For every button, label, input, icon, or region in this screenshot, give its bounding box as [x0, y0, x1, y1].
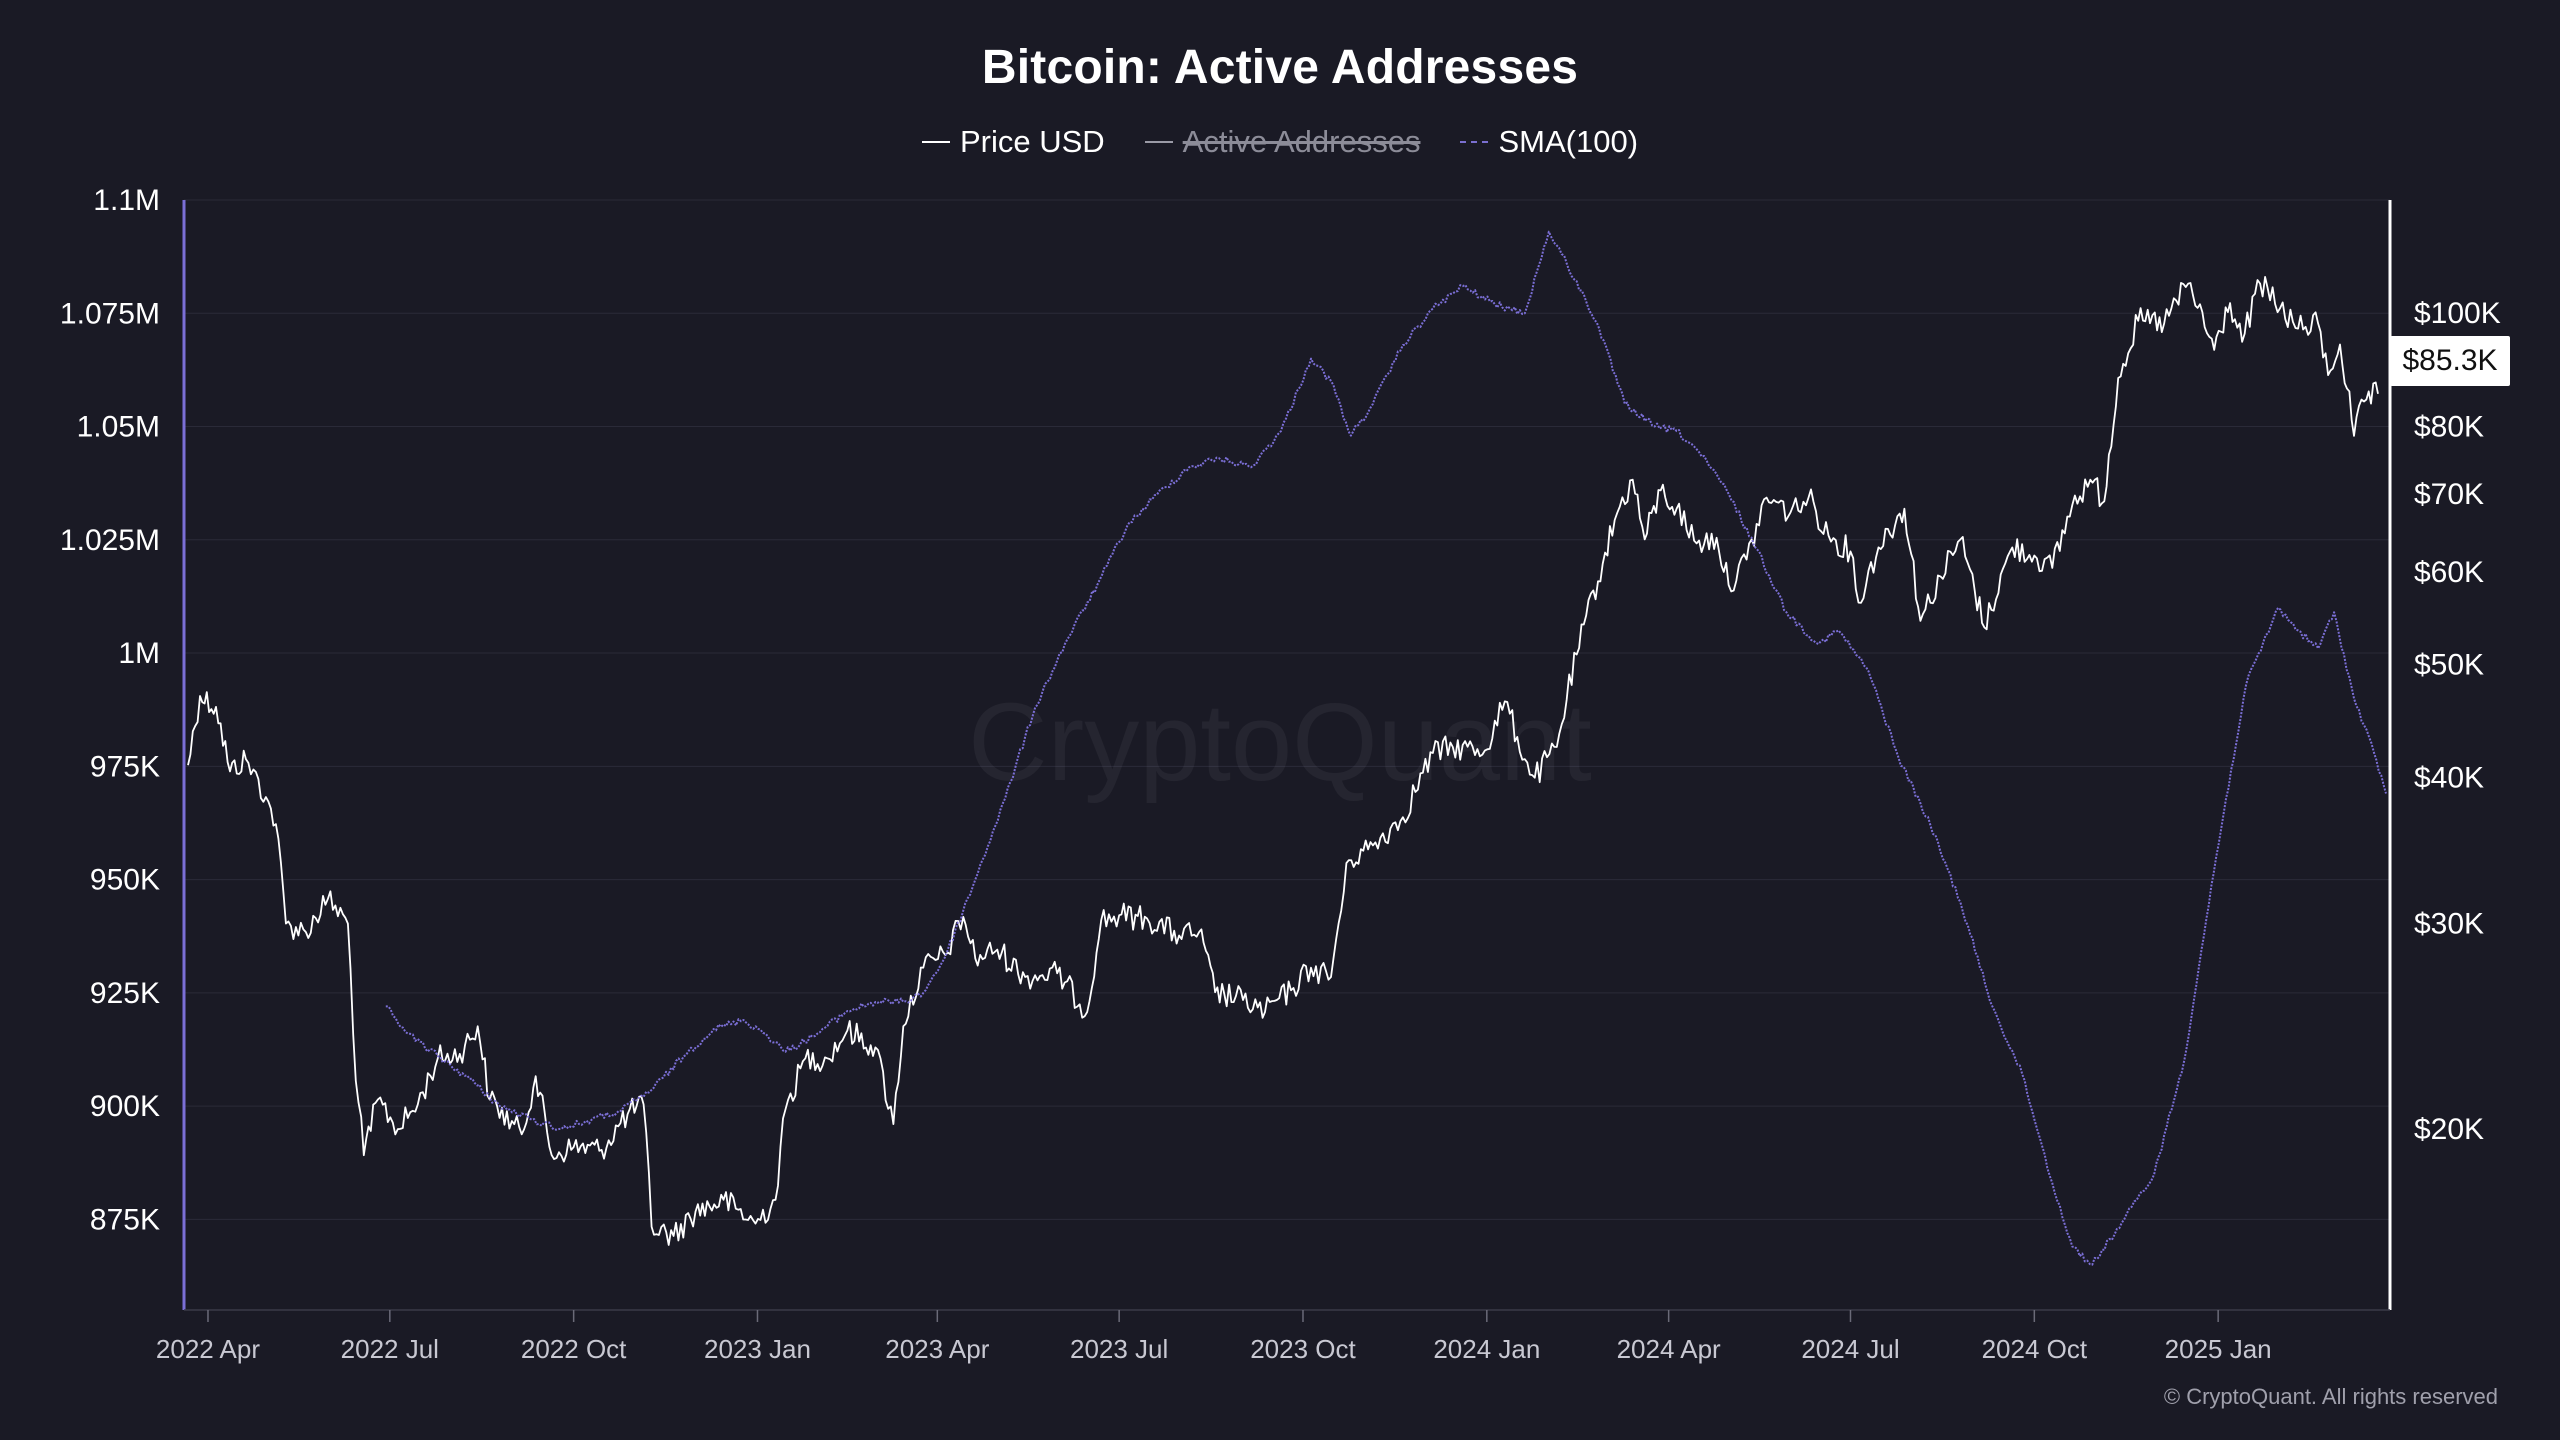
right-tick-label: $30K [2414, 908, 2484, 941]
right-tick-label: $60K [2414, 556, 2484, 589]
x-tick-label: 2023 Jan [704, 1334, 811, 1364]
series-line-sma [385, 230, 2387, 1266]
right-tick-label: $80K [2414, 410, 2484, 443]
series-layer [187, 230, 2387, 1266]
legend-swatch-active [1144, 141, 1173, 143]
left-tick-label: 900K [90, 1090, 160, 1123]
legend-label-sma: SMA(100) [1498, 124, 1639, 159]
legend-label-price: Price USD [959, 124, 1105, 159]
chart-title: Bitcoin: Active Addresses [981, 41, 1579, 94]
legend-swatch-price [921, 141, 950, 143]
legend-swatch-sma [1460, 141, 1489, 143]
left-tick-label: 1.05M [77, 411, 160, 444]
x-axis: 2022 Apr 2022 Jul 2022 Oct 2023 Jan 2023 Apr… [156, 1309, 2390, 1364]
left-tick-label: 950K [90, 864, 160, 897]
current-price-tag: $85.3K [2390, 336, 2510, 386]
x-tick-label: 2024 Oct [1982, 1334, 2088, 1364]
legend-item-price[interactable]: Price USD [921, 124, 1105, 160]
x-tick-label: 2022 Oct [521, 1334, 627, 1364]
x-tick-label: 2023 Apr [885, 1334, 989, 1364]
watermark: CryptoQuant [968, 681, 1592, 804]
left-tick-label: 1M [118, 637, 160, 670]
right-tick-label: $100K [2414, 297, 2501, 330]
x-tick-label: 2025 Jan [2165, 1334, 2272, 1364]
series-line-price [187, 276, 2379, 1246]
x-tick-label: 2022 Apr [156, 1334, 260, 1364]
left-tick-label: 925K [90, 977, 160, 1010]
left-tick-label: 1.025M [60, 524, 160, 557]
legend-label-active: Active Addresses [1182, 124, 1421, 159]
x-tick-label: 2024 Jan [1433, 1334, 1540, 1364]
x-tick-label: 2023 Jul [1070, 1334, 1168, 1364]
left-axis: 1.1M 1.075M 1.05M 1.025M 1M 975K 950K 925K 900K 8… [60, 184, 186, 1310]
left-tick-label: 1.1M [93, 184, 160, 217]
right-tick-label: $70K [2414, 478, 2484, 511]
right-tick-label: $40K [2414, 762, 2484, 795]
x-tick-label: 2023 Oct [1250, 1334, 1356, 1364]
x-tick-label: 2024 Jul [1801, 1334, 1899, 1364]
right-tick-label: $20K [2414, 1113, 2484, 1146]
x-tick-label: 2024 Apr [1617, 1334, 1721, 1364]
grid-lines [184, 199, 2390, 1220]
legend-item-active[interactable]: Active Addresses [1144, 124, 1421, 160]
left-tick-label: 975K [90, 750, 160, 783]
chart-legend: Price USD Active Addresses SMA(100) [0, 124, 2560, 160]
right-tick-label: $50K [2414, 649, 2484, 682]
x-tick-label: 2022 Jul [341, 1334, 439, 1364]
copyright-footer: © CryptoQuant. All rights reserved [2163, 1384, 2498, 1409]
left-tick-label: 1.075M [60, 297, 160, 330]
left-tick-label: 875K [90, 1203, 160, 1236]
legend-item-sma[interactable]: SMA(100) [1460, 124, 1638, 160]
